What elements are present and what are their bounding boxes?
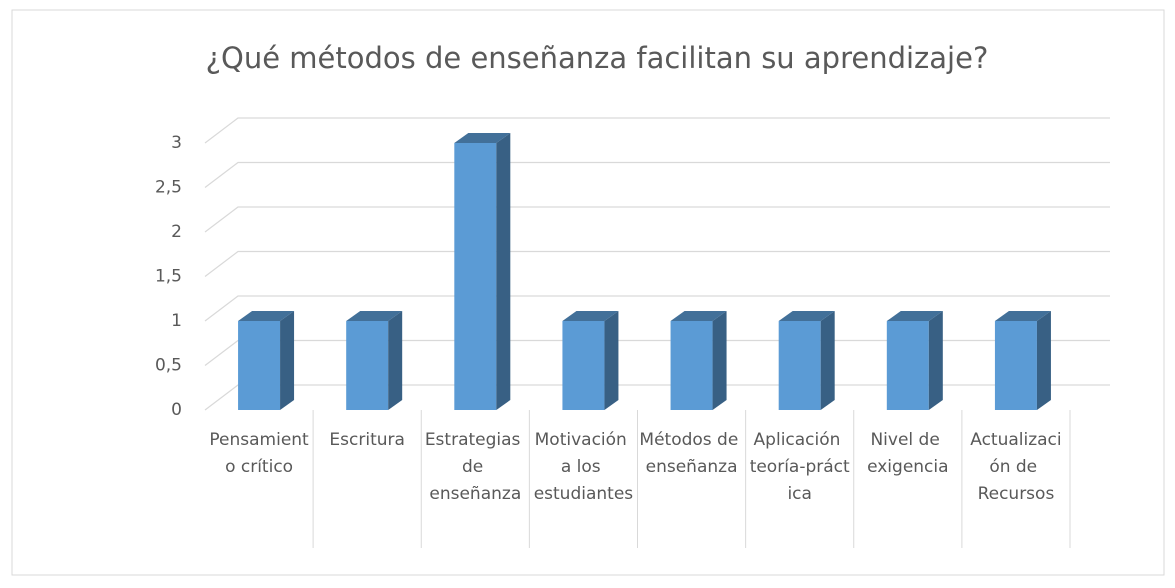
grid-line [204,295,1110,322]
bar-side [712,311,727,410]
bar-front [778,321,821,410]
bar [994,311,1051,410]
bar [454,133,511,410]
bar-side [280,311,295,410]
bar-side [496,133,511,410]
bar-side [820,311,835,410]
bar-front [562,321,605,410]
bar-front [886,321,929,410]
bar [670,311,727,410]
bar [778,311,835,410]
bar-top [670,311,727,321]
grid-line [204,206,1110,233]
grid-line [204,161,1110,188]
bar-side [604,311,619,410]
x-tick-label: Aplicación teoría-práct ica [750,430,850,504]
x-tick-label: Motivación a los estudiantes [534,430,634,504]
bar-top [238,311,295,321]
grid-line [204,250,1110,277]
bar-side [388,311,403,410]
bar-top [346,311,403,321]
bar [886,311,943,410]
bar-side [1036,311,1051,410]
chart-frame [11,9,1165,576]
bar-top [778,311,835,321]
x-tick-label: Escritura [329,430,405,450]
bar [238,311,295,410]
bar-front [238,321,281,410]
y-tick-label: 3 [171,133,182,153]
y-tick-label: 2 [171,222,182,242]
bar-front [994,321,1037,410]
bar [562,311,619,410]
bar-front [454,143,497,410]
y-tick-label: 1,5 [155,267,182,287]
bar [346,311,403,410]
y-tick-label: 0 [171,400,182,420]
bar-side [928,311,943,410]
x-tick-label: Estrategias de enseñanza [425,430,526,504]
bar-top [562,311,619,321]
chart-title: ¿Qué métodos de enseñanza facilitan su a… [206,41,989,75]
x-tick-label: Pensamient o crítico [209,430,309,477]
y-tick-label: 0,5 [155,356,182,376]
bar-front [670,321,713,410]
bar-top [994,311,1051,321]
bar-top [886,311,943,321]
x-tick-label: Nivel de exigencia [867,430,948,477]
y-tick-label: 2,5 [155,178,182,198]
x-tick-label: Actualizaci ón de Recursos [970,430,1061,504]
x-tick-label: Métodos de enseñanza [639,430,743,477]
bar-front [346,321,389,410]
y-tick-label: 1 [171,311,182,331]
grid-line [204,117,1110,144]
bar-top [454,133,511,143]
